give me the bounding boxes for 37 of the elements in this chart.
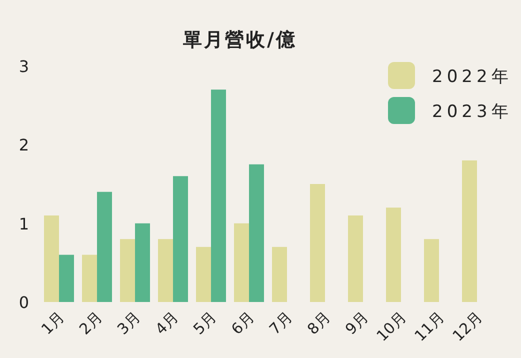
x-tick-label: 8月: [304, 308, 334, 338]
x-tick-label: 6月: [228, 308, 258, 338]
x-tick-label: 12月: [448, 308, 486, 345]
y-tick-label: 2: [18, 136, 30, 155]
bar: [135, 223, 150, 302]
bar: [310, 184, 325, 302]
bar: [249, 164, 264, 302]
bar: [44, 215, 59, 302]
x-tick-label: 7月: [266, 308, 296, 338]
bar: [272, 246, 287, 302]
bar: [82, 254, 97, 302]
bar: [211, 90, 226, 302]
legend-label: 2023年: [432, 102, 512, 122]
x-tick-label: 3月: [114, 308, 144, 338]
bar: [158, 239, 173, 302]
bar: [196, 246, 211, 302]
x-tick-label: 10月: [372, 308, 410, 345]
x-tick-label: 4月: [152, 308, 182, 338]
title: 單月營收/億: [183, 29, 297, 51]
y-tick-label: 0: [18, 293, 30, 312]
bar: [97, 192, 112, 302]
legend-label: 2022年: [432, 67, 512, 87]
bar: [234, 223, 249, 302]
bar: [424, 239, 439, 302]
x-tick-label: 9月: [342, 308, 372, 338]
bar: [120, 239, 135, 302]
bar: [386, 208, 401, 302]
x-tick-label: 5月: [190, 308, 220, 338]
bar: [348, 215, 363, 302]
bar: [59, 254, 74, 302]
bar: [173, 176, 188, 302]
x-tick-label: 1月: [38, 308, 68, 338]
y-tick-label: 3: [18, 57, 30, 76]
x-tick-label: 2月: [76, 308, 106, 338]
y-tick-label: 1: [18, 214, 30, 234]
bar: [462, 160, 477, 302]
x-tick-label: 11月: [410, 308, 448, 345]
